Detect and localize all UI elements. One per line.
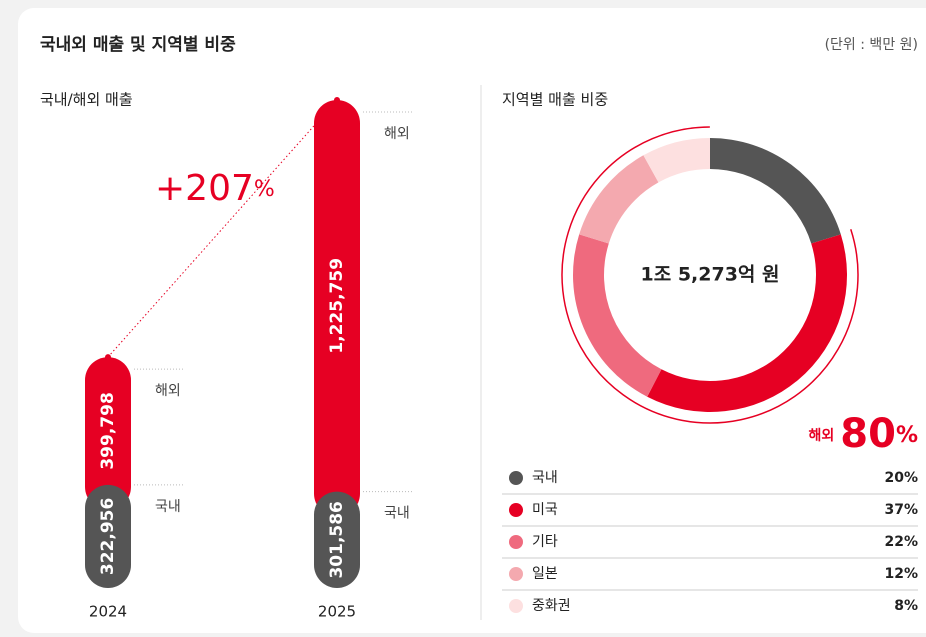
card <box>18 8 926 633</box>
bar-title: 국내/해외 매출 <box>40 91 133 109</box>
legend-label: 국내 <box>532 470 558 486</box>
value-label: 399,798 <box>98 392 118 469</box>
growth-dot <box>105 354 111 361</box>
unit-note: (단위 : 백만 원) <box>825 37 918 53</box>
series-label: 국내 <box>155 499 181 515</box>
bar-segment <box>314 491 360 588</box>
legend-swatch <box>509 599 523 613</box>
donut-segment <box>573 234 662 397</box>
annotation-text: +207 <box>155 168 254 209</box>
bar-segment <box>85 357 131 510</box>
x-tick-label: 2024 <box>89 603 127 621</box>
highlight-unit: % <box>896 423 918 448</box>
legend-swatch <box>509 535 523 549</box>
annotation-unit: % <box>254 177 275 202</box>
value-label: 1,225,759 <box>327 258 347 354</box>
annotation: +207% <box>155 168 275 209</box>
series-label: 해외 <box>384 126 410 142</box>
bar-segment <box>314 100 360 517</box>
donut-segment <box>643 138 710 183</box>
legend-value: 37% <box>884 502 918 518</box>
series-label: 국내 <box>384 506 410 522</box>
growth-dot <box>334 97 340 103</box>
legend-label: 일본 <box>532 566 558 582</box>
highlight-value: 80 <box>840 411 896 457</box>
value-label: 322,956 <box>98 498 118 575</box>
legend-value: 20% <box>884 470 918 486</box>
legend-label: 미국 <box>532 502 558 518</box>
legend-swatch <box>509 503 523 517</box>
legend-value: 8% <box>894 598 918 614</box>
legend-swatch <box>509 471 523 485</box>
legend-label: 기타 <box>532 534 558 550</box>
highlight-label: 해외 <box>809 427 835 444</box>
donut-segment <box>647 234 847 412</box>
growth-line <box>107 99 338 358</box>
donut-segment <box>579 155 659 244</box>
highlight: 해외 80% <box>809 411 918 457</box>
center-label: 1조 5,273억 원 <box>641 264 780 286</box>
donut-segment <box>710 138 841 244</box>
donut-title: 지역별 매출 비중 <box>502 91 608 109</box>
legend-value: 12% <box>884 566 918 582</box>
series-label: 해외 <box>155 383 181 399</box>
x-tick-label: 2025 <box>318 603 356 621</box>
highlight-arc <box>561 126 859 424</box>
legend-swatch <box>509 567 523 581</box>
legend-label: 중화권 <box>532 598 571 614</box>
bar-segment <box>85 484 131 588</box>
value-label: 301,586 <box>327 501 347 578</box>
page-title: 국내외 매출 및 지역별 비중 <box>40 35 236 55</box>
legend-value: 22% <box>884 534 918 550</box>
